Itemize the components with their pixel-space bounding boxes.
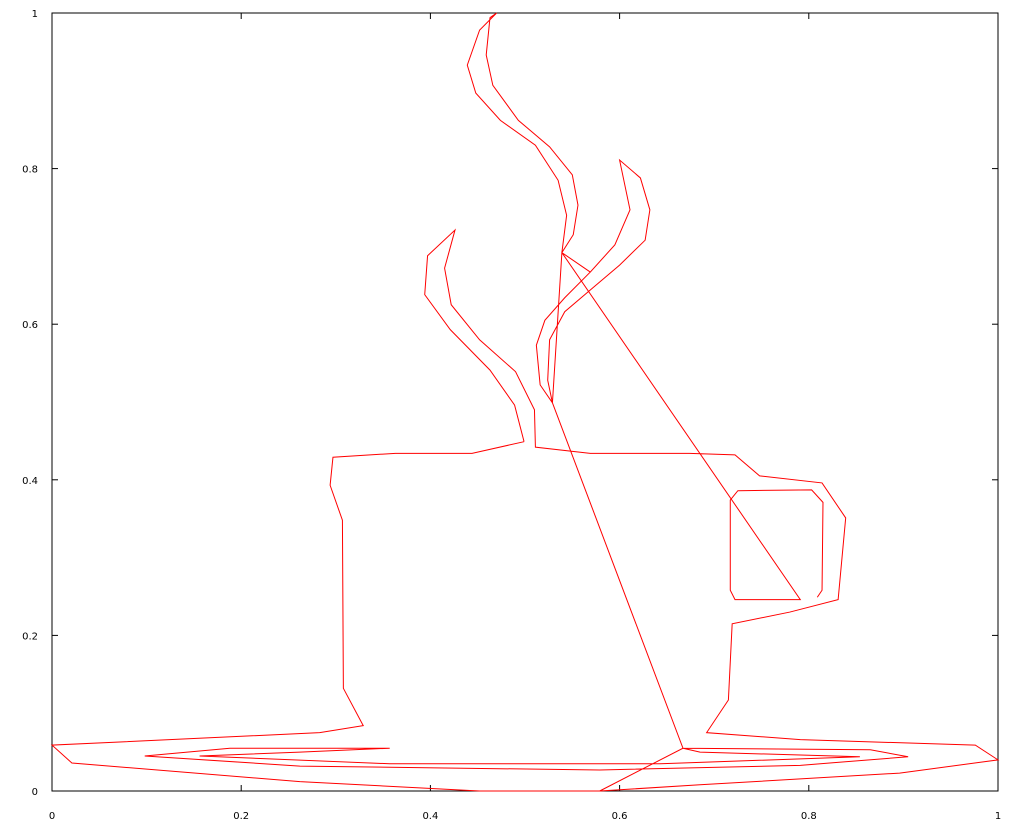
y-tick-label: 0.8: [22, 165, 38, 176]
y-tick-label: 0.4: [22, 476, 38, 487]
x-tick-label: 0.6: [612, 811, 628, 822]
x-tick-label: 0: [49, 811, 55, 822]
x-tick-label: 1: [995, 811, 1001, 822]
y-tick-label: 1: [32, 9, 38, 20]
x-tick-label: 0.4: [422, 811, 438, 822]
data-line: [50, 12, 1000, 792]
y-tick-label: 0: [32, 787, 38, 798]
x-tick-label: 0.8: [801, 811, 817, 822]
y-tick-label: 0.2: [22, 631, 38, 642]
y-tick-label: 0.6: [22, 320, 38, 331]
x-tick-label: 0.2: [233, 811, 249, 822]
plot-frame: [51, 12, 999, 792]
